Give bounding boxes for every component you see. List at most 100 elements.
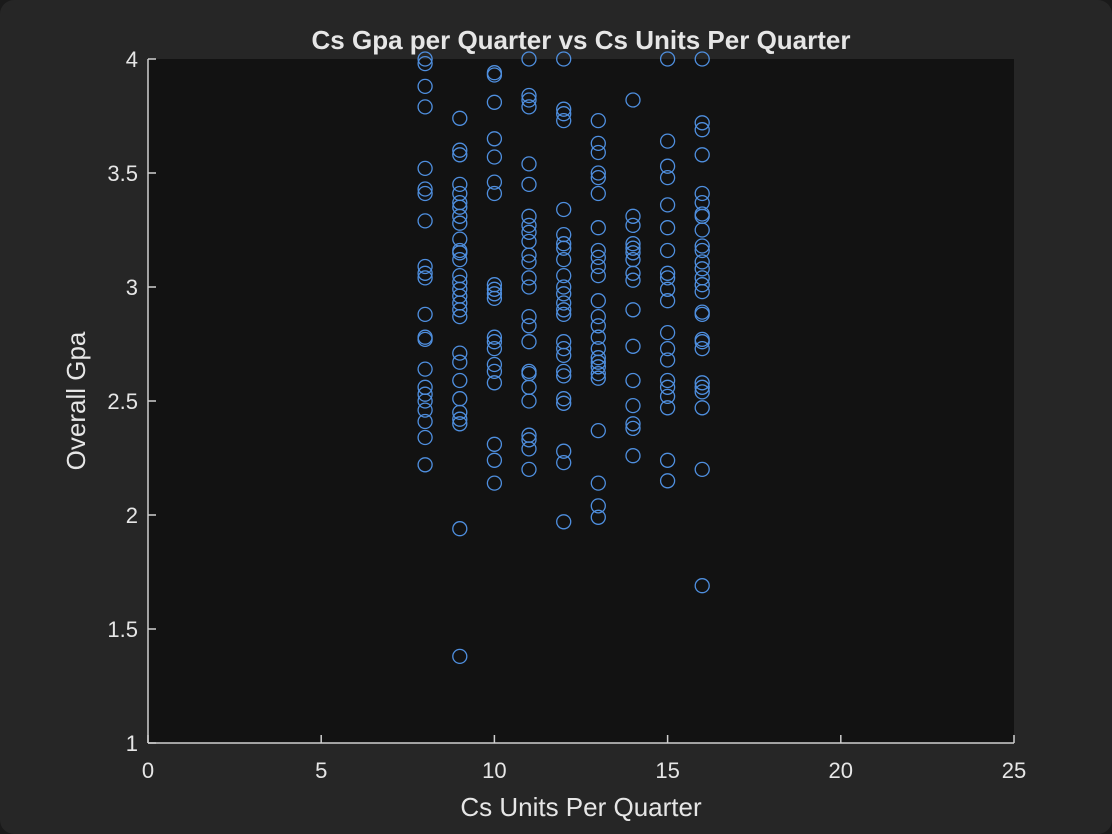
data-point: [590, 267, 606, 284]
data-point: [521, 279, 537, 295]
x-tick-label: 10: [482, 758, 506, 783]
data-point: [590, 350, 606, 366]
data-point: [417, 361, 433, 377]
data-point: [659, 265, 676, 281]
data-point: [556, 236, 572, 252]
data-point: [556, 391, 572, 407]
data-point: [694, 254, 710, 270]
data-point: [486, 340, 503, 357]
data-point: [521, 176, 537, 193]
data-point: [521, 51, 537, 67]
data-point: [556, 201, 572, 218]
data-point: [590, 475, 606, 491]
data-point: [590, 220, 606, 236]
y-tick-label: 2.5: [107, 389, 138, 414]
data-point: [486, 475, 503, 491]
data-point: [590, 329, 606, 345]
data-point: [694, 242, 710, 259]
data-point: [590, 258, 606, 275]
data-point: [486, 334, 503, 350]
data-points: [417, 51, 710, 665]
data-point: [486, 281, 503, 297]
data-point: [694, 51, 710, 67]
data-point: [417, 51, 433, 67]
data-point: [417, 306, 433, 323]
data-point: [556, 347, 572, 364]
data-point: [659, 242, 676, 259]
data-point: [625, 92, 641, 108]
data-point: [659, 197, 676, 213]
data-point: [659, 270, 676, 286]
data-point: [659, 379, 676, 395]
x-tick-label: 0: [142, 758, 154, 783]
data-point: [694, 306, 710, 323]
data-point: [486, 452, 503, 468]
data-point: [521, 318, 537, 334]
data-point: [694, 238, 710, 254]
data-point: [625, 272, 641, 288]
data-point: [556, 101, 572, 117]
data-point: [590, 185, 606, 202]
data-point: [486, 286, 503, 302]
data-point: [452, 251, 468, 268]
data-point: [659, 388, 676, 405]
data-point: [694, 578, 710, 594]
data-point: [521, 334, 537, 350]
data-point: [625, 217, 641, 234]
data-point: [417, 213, 433, 229]
data-point: [694, 147, 710, 163]
y-axis-title: Overall Gpa: [61, 331, 91, 470]
data-point: [590, 242, 606, 259]
data-point: [417, 413, 433, 430]
axes: 0 5 10 15 20 25 1 1.5 2 2.5 3 3.5 4: [107, 47, 1026, 783]
x-tick-label: 15: [655, 758, 679, 783]
data-point: [417, 55, 433, 72]
data-point: [590, 165, 606, 181]
data-point: [521, 87, 537, 104]
data-point: [659, 400, 676, 416]
data-point: [521, 461, 537, 478]
data-point: [590, 144, 606, 161]
data-point: [556, 514, 572, 530]
data-point: [452, 142, 468, 158]
data-point: [521, 217, 537, 234]
data-point: [625, 302, 641, 318]
data-point: [590, 509, 606, 525]
data-point: [452, 648, 468, 665]
data-point: [590, 308, 606, 325]
data-point: [556, 286, 572, 302]
data-point: [452, 404, 468, 421]
data-point: [521, 156, 537, 172]
data-point: [556, 395, 572, 411]
data-point: [452, 199, 468, 215]
data-point: [659, 133, 676, 149]
data-point: [625, 245, 641, 261]
data-point: [417, 181, 433, 197]
data-point: [556, 51, 572, 67]
data-point: [659, 452, 676, 468]
x-tick-label: 20: [829, 758, 853, 783]
data-point: [694, 340, 710, 357]
data-point: [521, 247, 537, 263]
data-point: [625, 416, 641, 432]
data-point: [417, 78, 433, 95]
data-point: [417, 457, 433, 473]
x-tick-label: 5: [315, 758, 327, 783]
chart-title: Cs Gpa per Quarter vs Cs Units Per Quart…: [312, 25, 851, 55]
data-point: [556, 295, 572, 311]
data-point: [590, 365, 606, 382]
data-point: [694, 185, 710, 202]
data-point: [625, 208, 641, 224]
axes-background: [148, 59, 1014, 743]
data-point: [556, 363, 572, 380]
data-point: [625, 236, 641, 252]
data-point: [452, 245, 468, 261]
data-point: [590, 249, 606, 266]
data-point: [659, 324, 676, 341]
data-point: [521, 254, 537, 270]
data-point: [452, 208, 468, 224]
data-point: [556, 112, 572, 129]
data-point: [486, 174, 503, 190]
data-point: [486, 149, 503, 165]
